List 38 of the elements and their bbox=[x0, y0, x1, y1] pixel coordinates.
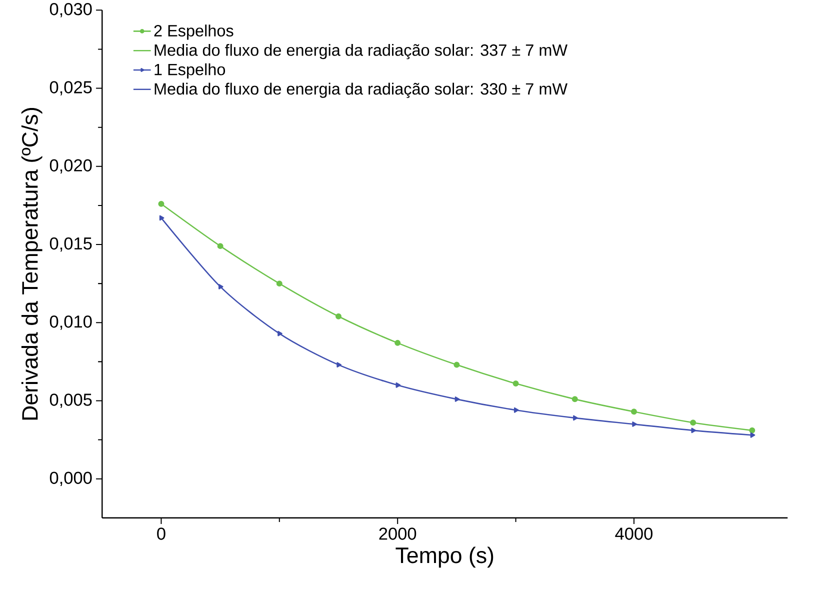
point bbox=[632, 421, 637, 427]
y-tick-label: 0,020 bbox=[50, 159, 92, 174]
point bbox=[630, 408, 637, 415]
point bbox=[336, 362, 342, 368]
point bbox=[514, 407, 519, 413]
point bbox=[454, 396, 460, 402]
y-tick-label: 0,015 bbox=[50, 237, 92, 252]
y-tick-label: 0,000 bbox=[50, 472, 92, 486]
point bbox=[690, 420, 696, 426]
y-tick-label: 0,030 bbox=[50, 2, 92, 18]
annotation: Media do fluxo de energia da radiação solar: 337 ± 7 mW bbox=[154, 44, 568, 60]
legend-label: 1 Espelho bbox=[154, 63, 226, 78]
point bbox=[217, 242, 224, 249]
x-tick-label: 2000 bbox=[379, 527, 416, 540]
point bbox=[394, 340, 401, 346]
y-tick-label: 0,025 bbox=[50, 81, 92, 96]
x-tick-label: 0 bbox=[157, 527, 166, 540]
point bbox=[336, 313, 342, 320]
point bbox=[749, 427, 756, 434]
annotation: Media do fluxo de energia da radiação solar: 330 ± 7 mW bbox=[154, 82, 568, 98]
legend-label: 2 Espelhos bbox=[154, 24, 234, 40]
point bbox=[512, 380, 519, 386]
point bbox=[454, 362, 460, 368]
y-tick-label: 0,010 bbox=[50, 315, 92, 330]
point bbox=[278, 330, 282, 336]
point bbox=[276, 280, 282, 286]
point bbox=[396, 382, 401, 388]
point bbox=[691, 428, 696, 433]
x-tick-label: 4000 bbox=[615, 527, 652, 540]
point bbox=[573, 415, 578, 420]
point bbox=[158, 200, 164, 207]
y-axis-title: Derivada da Temperatura (ºC/s) bbox=[21, 108, 42, 420]
point bbox=[750, 432, 756, 438]
y-tick-label: 0,005 bbox=[50, 393, 92, 408]
x-axis-title: Tempo (s) bbox=[396, 546, 494, 568]
point bbox=[218, 284, 224, 290]
point bbox=[572, 396, 578, 402]
point bbox=[159, 215, 164, 221]
